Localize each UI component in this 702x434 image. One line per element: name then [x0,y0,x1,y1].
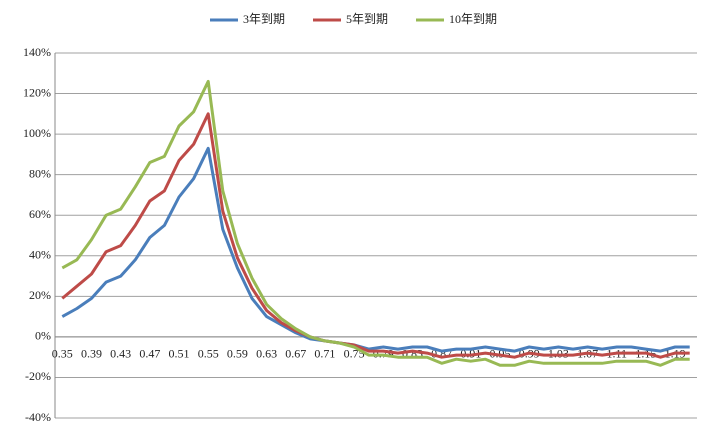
y-tick-label: 0% [35,329,51,343]
y-tick-label: 140% [23,45,51,59]
x-tick-label: 0.67 [285,347,306,361]
x-tick-label: 0.43 [110,347,131,361]
legend-label: 5年到期 [346,12,388,26]
y-tick-label: 60% [29,207,51,221]
y-tick-label: -20% [25,369,51,383]
x-tick-label: 0.47 [139,347,160,361]
y-tick-label: -40% [25,410,51,424]
y-tick-label: 100% [23,126,51,140]
series-line [61,112,690,359]
x-tick-label: 0.55 [198,347,219,361]
legend-label: 3年到期 [243,12,285,26]
series-line [61,146,690,353]
x-tick-label: 0.71 [314,347,335,361]
y-tick-label: 80% [29,166,51,180]
x-tick-label: 0.39 [81,347,102,361]
x-tick-label: 0.63 [256,347,277,361]
y-tick-label: 120% [23,85,51,99]
x-tick-label: 0.59 [227,347,248,361]
series-line [61,79,690,367]
legend-label: 10年到期 [449,12,497,26]
x-tick-label: 0.35 [52,347,73,361]
y-tick-label: 20% [29,288,51,302]
y-tick-label: 40% [29,248,51,262]
x-tick-label: 0.51 [169,347,190,361]
